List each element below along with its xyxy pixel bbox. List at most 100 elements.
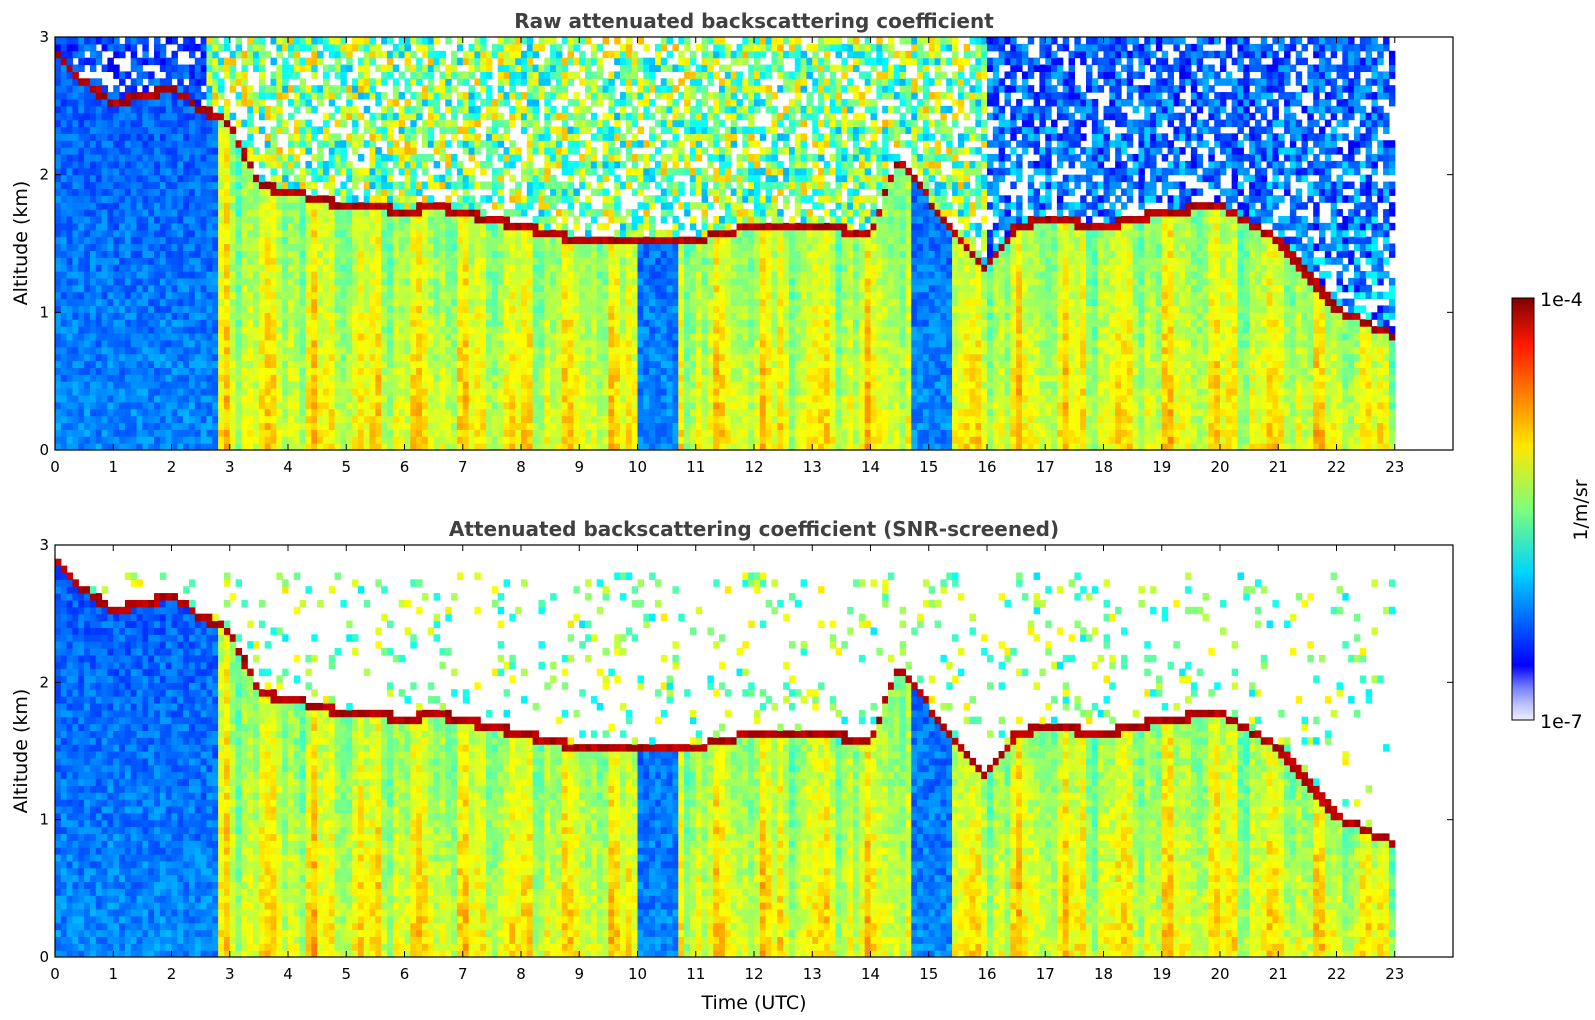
heat-cell <box>474 374 481 382</box>
heat-cell <box>55 209 62 217</box>
heat-cell <box>509 374 516 382</box>
heat-cell <box>206 188 213 196</box>
heat-cell <box>293 408 301 417</box>
heat-cell <box>223 257 231 265</box>
heat-cell <box>107 119 114 128</box>
heat-cell <box>410 401 417 410</box>
heat-cell <box>200 71 208 79</box>
heat-cell <box>398 277 406 286</box>
heat-cell <box>561 78 569 86</box>
heat-cell <box>78 160 85 169</box>
heat-cell <box>515 50 522 59</box>
heat-cell <box>357 37 365 45</box>
heat-cell <box>84 443 91 450</box>
heat-cell <box>288 326 295 334</box>
heat-cell <box>538 147 545 155</box>
heat-cell <box>421 71 429 79</box>
heat-cell <box>404 167 411 176</box>
heat-cell <box>509 271 516 279</box>
heat-cell <box>107 415 114 424</box>
heat-cell <box>474 360 481 368</box>
heat-cell <box>288 346 295 355</box>
heat-cell <box>247 133 254 141</box>
heat-cell <box>78 388 85 396</box>
heat-cell <box>410 374 417 382</box>
heat-cell <box>188 360 196 368</box>
heat-cell <box>416 57 423 66</box>
heat-cell <box>340 443 347 450</box>
heat-cell <box>352 215 359 224</box>
heat-cell <box>200 312 208 320</box>
heat-cell <box>293 126 301 134</box>
heat-cell <box>66 394 74 403</box>
heat-cell <box>188 105 196 114</box>
heat-cell <box>550 415 557 424</box>
heat-cell <box>229 277 237 286</box>
heat-cell <box>84 215 91 224</box>
heat-cell <box>381 64 388 73</box>
heat-cell <box>515 312 522 320</box>
heat-cell <box>328 429 336 437</box>
heat-cell <box>544 57 551 66</box>
heat-cell <box>223 236 231 245</box>
heat-cell <box>89 57 97 66</box>
heat-cell <box>136 229 143 238</box>
heat-cell <box>89 215 97 224</box>
heat-cell <box>328 326 336 334</box>
heat-cell <box>369 360 376 368</box>
heat-cell <box>579 298 586 307</box>
heat-cell <box>544 112 551 121</box>
heat-cell <box>573 401 580 410</box>
heat-cell <box>322 394 330 403</box>
heat-cell <box>532 112 540 121</box>
heat-cell <box>299 229 307 238</box>
heat-cell <box>521 236 528 245</box>
heat-cell <box>288 332 295 341</box>
heat-cell <box>136 105 143 114</box>
heat-cell <box>305 215 312 224</box>
heat-cell <box>270 71 277 79</box>
heat-cell <box>322 271 330 279</box>
heat-cell <box>532 319 540 327</box>
heat-cell <box>95 112 103 121</box>
heat-cell <box>410 284 417 293</box>
heat-cell <box>89 243 97 251</box>
heat-cell <box>509 394 516 403</box>
heat-cell <box>282 326 289 334</box>
heat-cell <box>468 319 475 327</box>
heat-cell <box>177 443 184 450</box>
heat-cell <box>503 394 510 403</box>
heat-cell <box>60 298 68 307</box>
heat-cell <box>416 367 423 375</box>
heat-cell <box>532 85 540 93</box>
heat-cell <box>398 250 406 258</box>
heat-cell <box>124 443 132 450</box>
heat-cell <box>433 326 441 334</box>
heat-cell <box>293 105 301 114</box>
heat-cell <box>206 57 213 66</box>
heat-cell <box>89 147 97 155</box>
heat-cell <box>130 271 138 279</box>
heat-cell <box>451 126 458 134</box>
heat-cell <box>468 264 475 272</box>
heat-cell <box>188 209 196 217</box>
heat-cell <box>334 284 342 293</box>
heat-cell <box>72 422 79 430</box>
heat-cell <box>235 37 242 45</box>
heat-cell <box>89 209 97 217</box>
heat-cell <box>526 353 534 362</box>
heat-cell <box>462 298 470 307</box>
heat-cell <box>497 298 505 307</box>
heat-cell <box>462 202 470 210</box>
heat-cell <box>515 284 522 293</box>
heat-cell <box>398 112 406 121</box>
heat-cell <box>212 298 219 307</box>
heat-cell <box>346 332 353 341</box>
heat-cell <box>311 229 318 238</box>
heat-cell <box>188 126 196 134</box>
heat-cell <box>223 37 231 45</box>
heat-cell <box>387 50 394 59</box>
heat-cell <box>340 119 347 128</box>
heat-cell <box>124 222 132 231</box>
heat-cell <box>136 140 143 148</box>
